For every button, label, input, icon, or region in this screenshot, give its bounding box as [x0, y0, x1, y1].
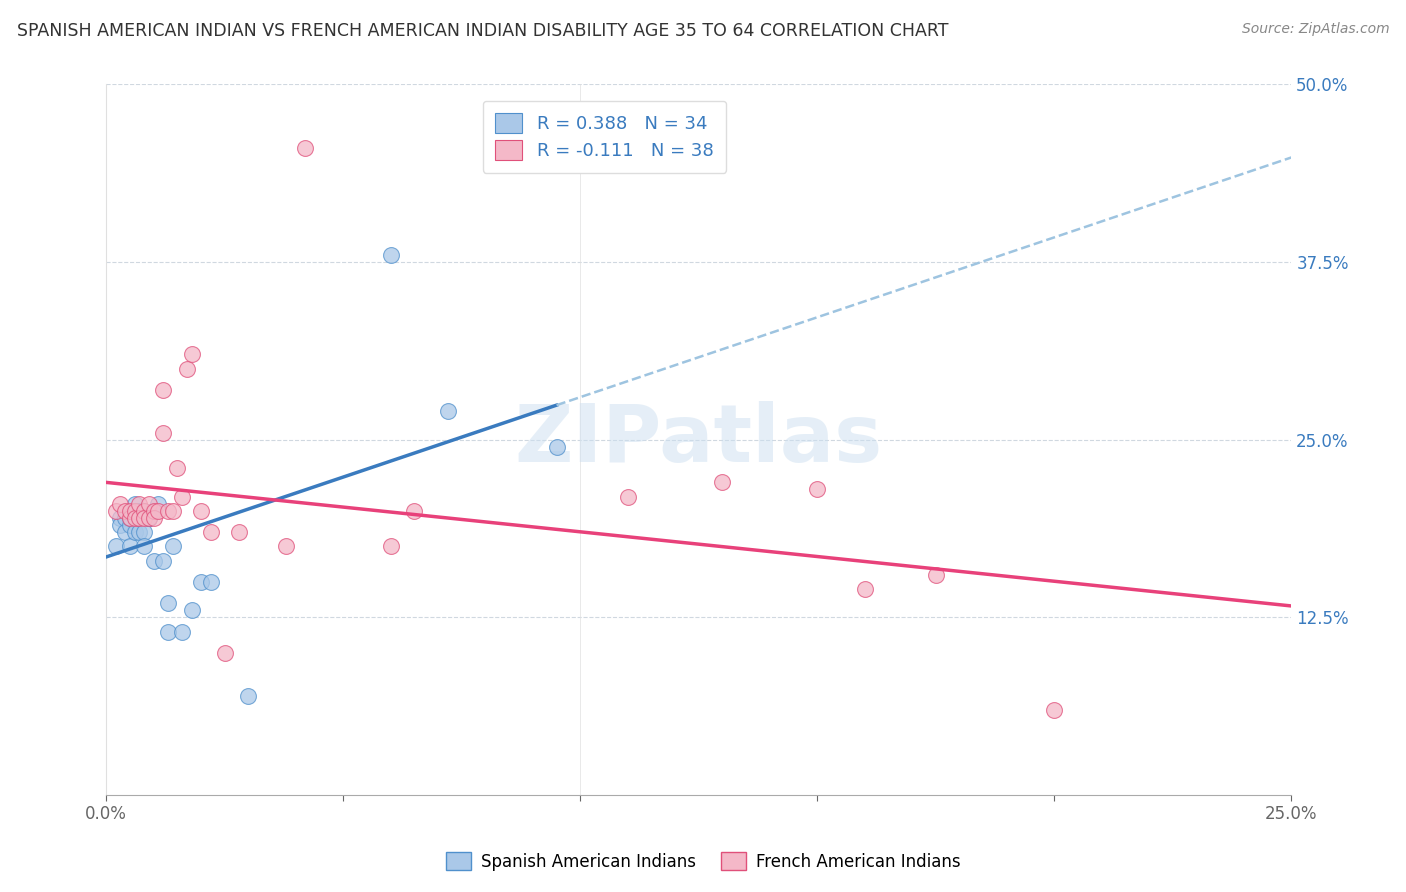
- Point: [138, 497, 160, 511]
- Point: [142, 511, 165, 525]
- Point: [190, 504, 212, 518]
- Point: [180, 603, 202, 617]
- Point: [925, 567, 948, 582]
- Point: [152, 383, 174, 397]
- Point: [124, 525, 146, 540]
- Point: [138, 511, 160, 525]
- Point: [228, 525, 250, 540]
- Text: SPANISH AMERICAN INDIAN VS FRENCH AMERICAN INDIAN DISABILITY AGE 35 TO 64 CORREL: SPANISH AMERICAN INDIAN VS FRENCH AMERIC…: [17, 22, 949, 40]
- Point: [114, 504, 136, 518]
- Point: [110, 497, 132, 511]
- Point: [118, 511, 141, 525]
- Text: ZIPatlas: ZIPatlas: [515, 401, 883, 479]
- Point: [128, 504, 150, 518]
- Point: [118, 518, 141, 533]
- Point: [166, 461, 188, 475]
- Point: [114, 525, 136, 540]
- Point: [380, 248, 402, 262]
- Point: [156, 624, 179, 639]
- Point: [294, 141, 316, 155]
- Point: [380, 539, 402, 553]
- Point: [711, 475, 734, 490]
- Point: [124, 504, 146, 518]
- Text: Source: ZipAtlas.com: Source: ZipAtlas.com: [1241, 22, 1389, 37]
- Point: [276, 539, 298, 553]
- Point: [156, 504, 179, 518]
- Point: [118, 539, 141, 553]
- Point: [162, 504, 184, 518]
- Point: [190, 574, 212, 589]
- Point: [214, 646, 236, 660]
- Point: [128, 511, 150, 525]
- Legend: Spanish American Indians, French American Indians: Spanish American Indians, French America…: [437, 844, 969, 880]
- Point: [104, 539, 127, 553]
- Point: [806, 483, 828, 497]
- Point: [110, 518, 132, 533]
- Point: [142, 553, 165, 567]
- Point: [172, 490, 194, 504]
- Point: [436, 404, 458, 418]
- Point: [172, 624, 194, 639]
- Point: [546, 440, 568, 454]
- Point: [200, 574, 222, 589]
- Point: [1043, 703, 1066, 717]
- Point: [152, 425, 174, 440]
- Point: [124, 497, 146, 511]
- Point: [134, 504, 156, 518]
- Point: [152, 553, 174, 567]
- Point: [128, 511, 150, 525]
- Point: [138, 511, 160, 525]
- Point: [200, 525, 222, 540]
- Point: [134, 504, 156, 518]
- Point: [142, 504, 165, 518]
- Point: [142, 504, 165, 518]
- Point: [404, 504, 426, 518]
- Legend: R = 0.388   N = 34, R = -0.111   N = 38: R = 0.388 N = 34, R = -0.111 N = 38: [482, 101, 727, 173]
- Point: [138, 511, 160, 525]
- Point: [162, 539, 184, 553]
- Point: [148, 504, 170, 518]
- Point: [176, 361, 198, 376]
- Point: [180, 347, 202, 361]
- Point: [124, 511, 146, 525]
- Point: [128, 525, 150, 540]
- Point: [104, 504, 127, 518]
- Point: [128, 497, 150, 511]
- Point: [124, 504, 146, 518]
- Point: [134, 525, 156, 540]
- Point: [148, 497, 170, 511]
- Point: [134, 511, 156, 525]
- Point: [616, 490, 638, 504]
- Point: [238, 689, 260, 703]
- Point: [118, 511, 141, 525]
- Point: [134, 539, 156, 553]
- Point: [156, 596, 179, 610]
- Point: [114, 511, 136, 525]
- Point: [853, 582, 876, 596]
- Point: [118, 504, 141, 518]
- Point: [110, 511, 132, 525]
